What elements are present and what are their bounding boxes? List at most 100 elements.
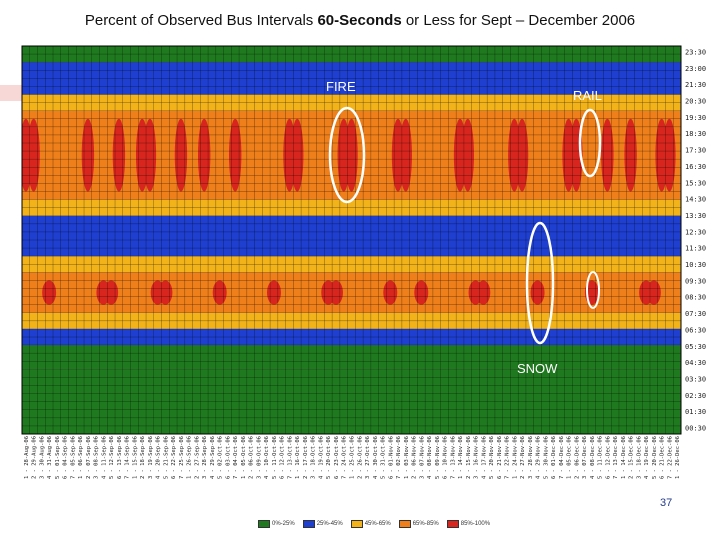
x-tick-label: 3 - 28-Nov-06 [528,436,534,479]
x-tick-label: 3 - 18-Oct-06 [311,436,317,479]
legend-item: 65%-85% [398,520,439,528]
hot-spot-am-11 [104,280,119,305]
hot-spot-am-81 [646,280,661,305]
x-tick-label: 4 - 20-Sep-06 [156,436,162,479]
x-tick-label: 7 - 13-Nov-06 [450,436,456,479]
legend-label: 0%-25% [272,521,295,527]
legend-item: 85%-100% [446,520,491,528]
x-tick-label: 1 - 25-Oct-06 [350,436,356,479]
x-tick-label: 2 - 27-Sep-06 [194,436,200,479]
plot-area [22,46,681,434]
x-tick-label: 7 - 02-Nov-06 [396,436,402,479]
x-tick-label: 3 - 16-Nov-06 [474,436,480,479]
annotation-rail-label: RAIL [573,88,602,103]
hot-spot-pm-83 [663,118,676,192]
title-bold: 60-Seconds [317,12,402,29]
x-tick-label: 7 - 22-Nov-06 [505,436,511,479]
x-tick-label: 6 - 23-Oct-06 [334,436,340,479]
y-tick-label: 02:30 [685,392,706,400]
hot-spot-pm-35 [291,118,304,192]
y-tick-label: 00:30 [685,425,706,433]
x-tick-label: 4 - 30-Oct-06 [373,436,379,479]
y-tick-label: 06:30 [685,326,706,334]
x-tick-label: 7 - 25-Sep-06 [179,436,185,479]
x-tick-label: 2 - 29-Aug-06 [32,436,38,479]
heatmap-band-1 [22,345,681,370]
grid-lines [22,46,681,434]
legend-swatch [258,520,270,528]
x-tick-label: 4 - 08-Nov-06 [427,436,433,479]
x-tick-label: 1 - 06-Sep-06 [78,436,84,479]
legend-label: 85%-100% [460,521,491,527]
plot-frame [21,45,682,435]
x-tick-label: 4 - 19-Dec-06 [644,436,650,479]
y-tick-label: 18:30 [685,130,706,138]
hot-spot-pm-8 [81,118,95,192]
legend-swatch [398,520,411,528]
hot-spot-am-32 [266,280,281,305]
x-tick-label: 5 - 01-Sep-06 [55,436,61,479]
x-tick-label: 3 - 07-Nov-06 [419,436,425,479]
x-tick-label: 6 - 22-Sep-06 [171,436,177,479]
x-tick-label: 3 - 08-Sep-06 [94,436,100,479]
annotation-rail-ellipse [578,108,602,178]
page-number: 37 [660,497,673,509]
hot-spot-pm-1 [27,118,40,192]
x-tick-label: 7 - 05-Sep-06 [70,436,76,479]
hot-spot-pm-75 [601,118,614,192]
x-tick-label: 2 - 06-Dec-06 [574,436,580,479]
x-tick-label: 3 - 07-Dec-06 [582,436,588,479]
x-tick-label: 1 - 15-Sep-06 [132,436,138,479]
x-tick-label: 5 - 02-Oct-06 [218,436,224,479]
y-tick-label: 05:30 [685,343,706,351]
hot-spot-am-66 [530,280,545,305]
x-tick-label: 2 - 15-Nov-06 [466,436,472,479]
annotation-fire-label: FIRE [326,79,356,94]
legend-item: 0%-25% [258,520,295,528]
x-tick-label: 3 - 19-Sep-06 [148,436,154,479]
x-axis: 1 - 28-Aug-06 2 - 29-Aug-06 3 - 30-Aug-06 4… [24,436,681,479]
y-tick-label: 12:30 [685,228,706,236]
x-tick-label: 1 - 03-Nov-06 [404,436,410,479]
x-tick-label: 2 - 07-Sep-06 [86,436,92,479]
y-tick-label: 16:30 [685,163,706,171]
x-tick-label: 7 - 24-Oct-06 [342,436,348,479]
x-tick-label: 5 - 30-Nov-06 [543,436,549,479]
hot-spot-pm-23 [197,118,211,192]
hot-spot-am-40 [329,280,343,305]
x-tick-label: 1 - 14-Nov-06 [458,436,464,479]
x-tick-label: 3 - 09-Oct-06 [256,436,262,479]
x-tick-label: 6 - 12-Oct-06 [280,436,286,479]
x-tick-label: 5 - 20-Dec-06 [652,436,658,479]
title-text-2: or Less for Sept – December 2006 [401,12,636,29]
y-tick-label: 19:30 [685,114,706,122]
x-tick-label: 7 - 04-Oct-06 [233,436,239,479]
y-tick-label: 21:30 [685,81,706,89]
y-tick-label: 09:30 [685,277,706,285]
x-tick-label: 7 - 04-Dec-06 [559,436,565,479]
y-tick-label: 23:30 [685,49,706,57]
x-tick-label: 5 - 11-Dec-06 [598,436,604,479]
x-tick-label: 4 - 11-Sep-06 [101,436,107,479]
x-tick-label: 1 - 24-Nov-06 [512,436,518,479]
x-tick-label: 5 - 09-Nov-06 [435,436,441,479]
y-tick-label: 14:30 [685,196,706,204]
annotation-snow-ellipse [525,221,555,345]
x-tick-label: 6 - 21-Nov-06 [497,436,503,479]
y-tick-label: 08:30 [685,294,706,302]
x-tick-label: 4 - 08-Dec-06 [590,436,596,479]
hot-spot-pm-49 [399,118,412,192]
x-tick-label: 7 - 13-Dec-06 [613,436,619,479]
legend-item: 45%-65% [350,520,391,528]
annotations: FIRE RAIL SNOW [326,79,602,376]
hot-spot-am-47 [383,280,398,305]
legend-label: 45%-65% [364,521,391,527]
x-tick-label: 1 - 28-Aug-06 [24,436,30,479]
x-tick-label: 6 - 03-Oct-06 [225,436,231,479]
hot-spot-pm-12 [112,118,126,192]
x-tick-label: 3 - 30-Aug-06 [39,436,45,479]
x-tick-label: 2 - 17-Oct-06 [303,436,309,479]
x-tick-label: 7 - 14-Sep-06 [125,436,131,479]
x-tick-label: 6 - 21-Dec-06 [660,436,666,479]
